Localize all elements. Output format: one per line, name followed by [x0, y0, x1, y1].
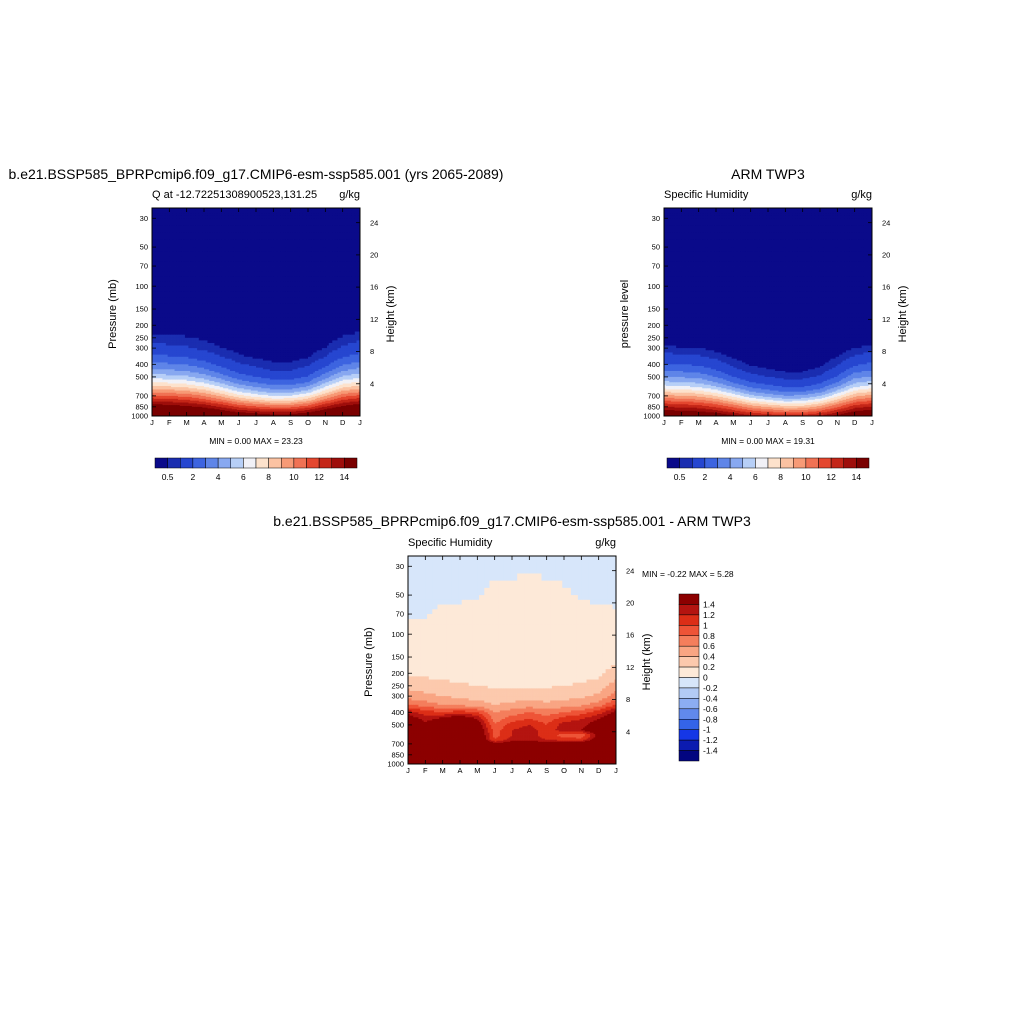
- panel-model-plot: J F M A M J J A S O N D J305070100150200250300400500…: [131, 208, 378, 427]
- panel-model-left-label: Q at -12.72251308900523,131.25: [152, 189, 317, 201]
- panel-model: b.e21.BSSP585_BPRPcmip6.f09_g17.CMIP6-es…: [9, 166, 504, 482]
- panel-model-units-label: g/kg: [339, 189, 360, 201]
- panel-model-title: b.e21.BSSP585_BPRPcmip6.f09_g17.CMIP6-es…: [9, 166, 504, 182]
